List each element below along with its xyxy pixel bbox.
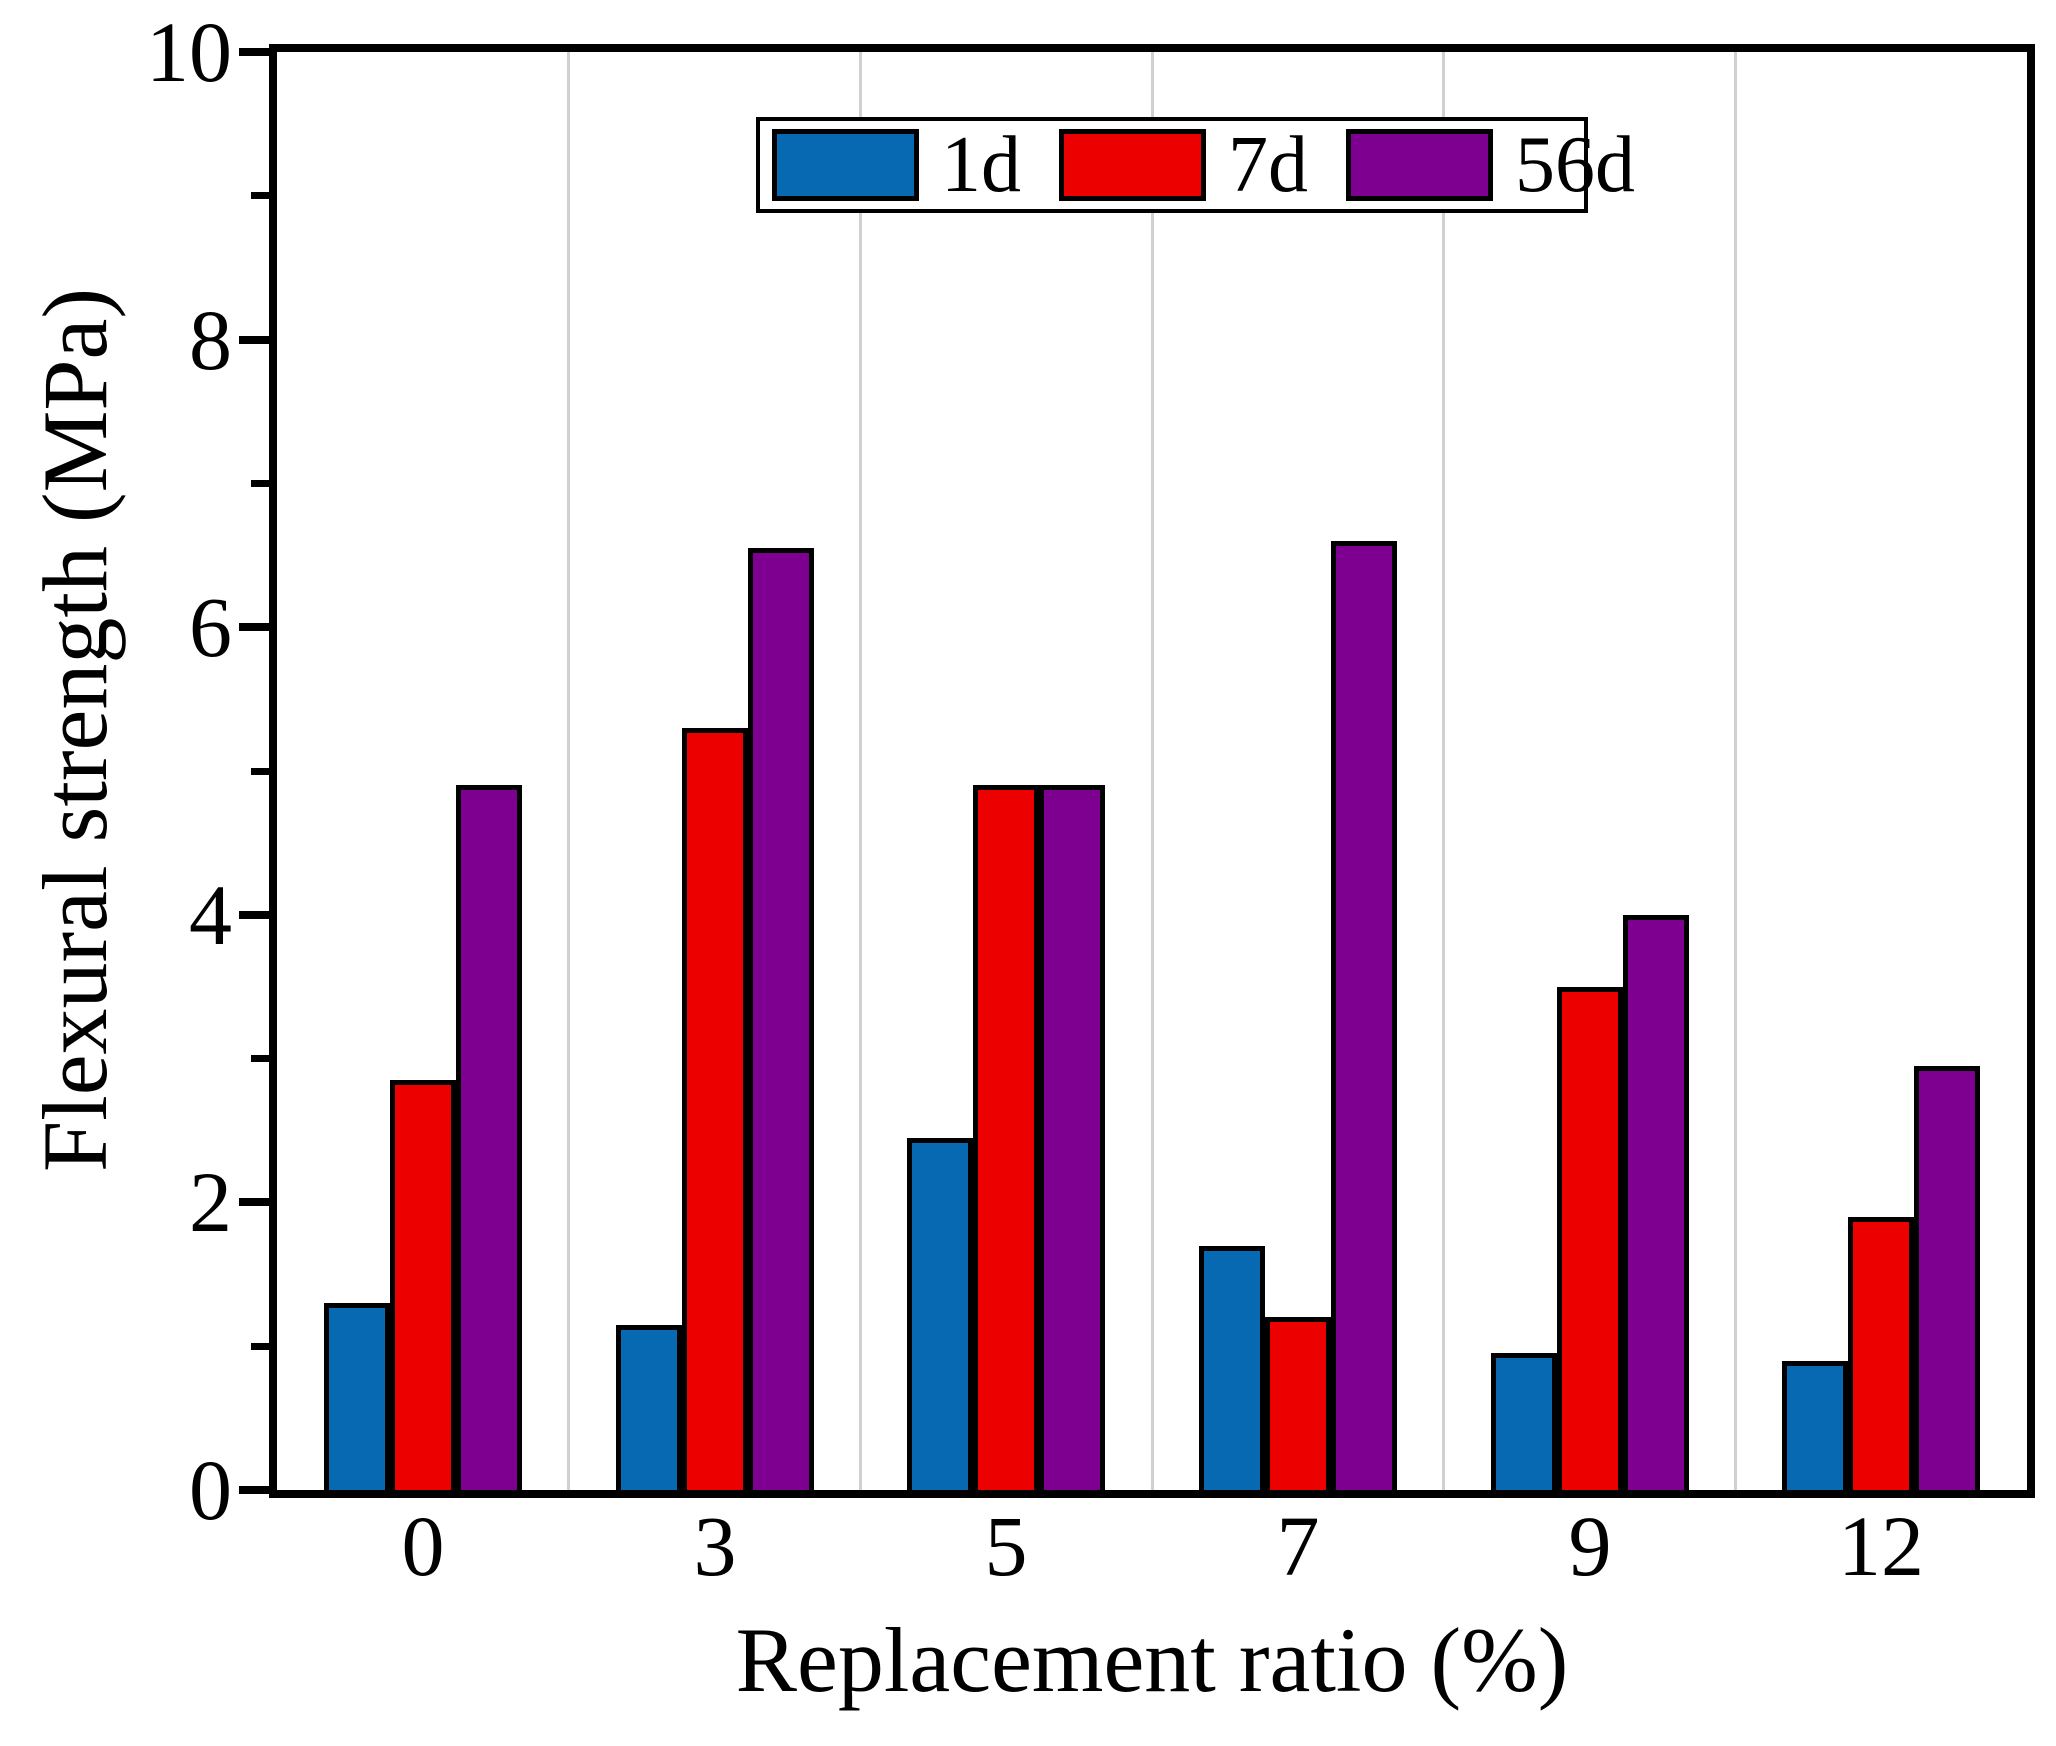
bar-56d-at-9 bbox=[1622, 915, 1689, 1490]
y-tick-label-4: 4 bbox=[189, 867, 232, 963]
category-boundary-gridline bbox=[1733, 52, 1737, 1490]
y-minor-tick-3 bbox=[251, 1055, 269, 1062]
bar-group-0 bbox=[277, 52, 569, 1490]
plot-area: 1d 7d 56d bbox=[269, 44, 2035, 1498]
bar-1d-at-7 bbox=[1198, 1246, 1265, 1490]
bar-group-7 bbox=[1152, 52, 1444, 1490]
legend-item-1d: 1d bbox=[772, 121, 1059, 209]
legend-label: 56d bbox=[1515, 121, 1635, 209]
category-boundary-gridline bbox=[858, 52, 862, 1490]
legend: 1d 7d 56d bbox=[756, 117, 1635, 213]
bar-1d-at-12 bbox=[1782, 1361, 1849, 1490]
legend-swatch-56d bbox=[1346, 129, 1493, 201]
legend-item-7d: 7d bbox=[1059, 121, 1346, 209]
legend-label: 1d bbox=[941, 121, 1021, 209]
category-boundary-gridline bbox=[1442, 52, 1446, 1490]
y-minor-tick-7 bbox=[251, 480, 269, 487]
bar-groups-layer bbox=[277, 52, 2027, 1490]
y-tick-label-8: 8 bbox=[189, 292, 232, 388]
x-tick-label-0: 0 bbox=[401, 1498, 445, 1594]
bar-7d-at-3 bbox=[681, 728, 748, 1490]
category-boundary-gridline bbox=[1150, 52, 1154, 1490]
y-tick-label-0: 0 bbox=[189, 1442, 232, 1538]
y-minor-tick-5 bbox=[251, 768, 269, 775]
y-major-tick-2 bbox=[239, 1198, 269, 1206]
y-minor-tick-1 bbox=[251, 1343, 269, 1350]
bar-7d-at-0 bbox=[389, 1080, 456, 1490]
x-tick-label-9: 9 bbox=[1568, 1498, 1612, 1594]
bar-7d-at-9 bbox=[1556, 987, 1623, 1490]
x-axis-title: Replacement ratio (%) bbox=[735, 1609, 1569, 1711]
bar-group-12 bbox=[1735, 52, 2027, 1490]
bar-56d-at-7 bbox=[1330, 541, 1397, 1490]
x-tick-label-7: 7 bbox=[1276, 1498, 1320, 1594]
legend-item-56d: 56d bbox=[1346, 121, 1635, 209]
bar-56d-at-0 bbox=[455, 785, 522, 1490]
y-major-tick-10 bbox=[239, 48, 269, 56]
legend-swatch-1d bbox=[772, 129, 919, 201]
bar-1d-at-0 bbox=[323, 1303, 390, 1490]
x-tick-label-12: 12 bbox=[1838, 1498, 1924, 1594]
bar-1d-at-5 bbox=[907, 1138, 974, 1490]
legend-swatch-7d bbox=[1059, 129, 1206, 201]
bar-group-3 bbox=[569, 52, 861, 1490]
y-tick-label-6: 6 bbox=[189, 579, 232, 675]
bar-group-9 bbox=[1444, 52, 1736, 1490]
bar-1d-at-9 bbox=[1490, 1353, 1557, 1490]
y-major-tick-4 bbox=[239, 911, 269, 919]
legend-label: 7d bbox=[1228, 121, 1308, 209]
y-tick-label-10: 10 bbox=[146, 4, 232, 100]
category-boundary-gridline bbox=[567, 52, 571, 1490]
bar-56d-at-3 bbox=[747, 548, 814, 1490]
y-major-tick-0 bbox=[239, 1486, 269, 1494]
x-tick-label-5: 5 bbox=[984, 1498, 1028, 1594]
bar-56d-at-12 bbox=[1914, 1066, 1981, 1490]
bar-56d-at-5 bbox=[1039, 785, 1106, 1490]
bar-group-5 bbox=[860, 52, 1152, 1490]
x-tick-label-3: 3 bbox=[693, 1498, 737, 1594]
y-minor-tick-9 bbox=[251, 192, 269, 199]
y-major-tick-6 bbox=[239, 623, 269, 631]
y-major-tick-8 bbox=[239, 336, 269, 344]
bar-1d-at-3 bbox=[615, 1325, 682, 1490]
bar-7d-at-12 bbox=[1848, 1217, 1915, 1490]
bar-7d-at-5 bbox=[973, 785, 1040, 1490]
bar-7d-at-7 bbox=[1264, 1317, 1331, 1490]
y-tick-label-2: 2 bbox=[189, 1154, 232, 1250]
